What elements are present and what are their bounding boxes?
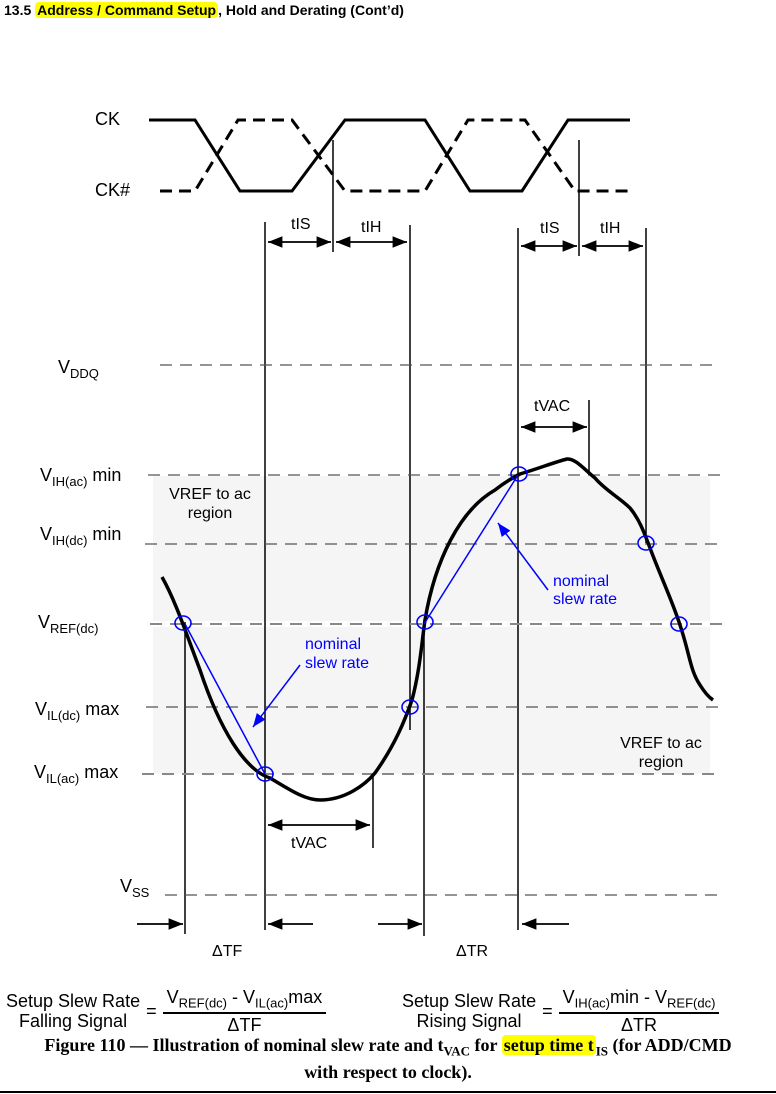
section-title-rest: , Hold and Derating (Cont’d)	[218, 2, 404, 18]
lower-region-label-1: VREF to ac	[620, 735, 702, 752]
ck-waveform	[149, 118, 630, 193]
lower-vref-to-ac-region	[153, 627, 710, 774]
tvac-falling-label: tVAC	[291, 835, 327, 852]
vil-ac-label: VIL(ac) max	[34, 762, 118, 786]
input-signal-waveform	[160, 457, 715, 802]
tvac-rising-label: tVAC	[534, 398, 570, 415]
upper-region-label-1: VREF to ac	[169, 486, 251, 503]
tis-label-1: tIS	[291, 216, 311, 233]
vss-label: VSS	[120, 876, 150, 900]
section-number: 13.5	[4, 2, 32, 18]
crossing-point-markers	[174, 466, 688, 782]
vddq-label: VDDQ	[58, 357, 99, 381]
section-title: 13.5 Address / Command Setup, Hold and D…	[4, 2, 404, 18]
lower-region-label-2: region	[639, 754, 683, 771]
nominal-falling-label-2: slew rate	[305, 655, 369, 672]
section-title-highlight: Address / Command Setup	[35, 2, 219, 18]
delta-tf-label: ΔTF	[212, 943, 242, 960]
rising-slew-formula: Setup Slew Rate Rising Signal = VIH(ac)m…	[402, 987, 720, 1036]
vih-ac-label: VIH(ac) min	[40, 465, 121, 489]
ck-bar-label: CK#	[95, 180, 130, 200]
setup-hold-arrows	[268, 236, 643, 831]
vih-dc-label: VIH(dc) min	[40, 524, 121, 548]
nominal-rising-label-1: nominal	[553, 573, 609, 590]
nominal-slew-lines	[184, 474, 549, 775]
tih-label-2: tIH	[600, 220, 620, 237]
ck-label: CK	[95, 109, 120, 129]
caption-highlight: setup time t	[501, 1035, 596, 1055]
falling-formula-label: Setup Slew Rate Falling Signal	[6, 991, 141, 1032]
voltage-labels: VDDQ VIH(ac) min VIH(dc) min VREF(dc) VI…	[34, 357, 150, 900]
falling-slew-formula: Setup Slew Rate Falling Signal = VREF(dc…	[6, 987, 327, 1036]
falling-formula-fraction: VREF(dc) - VIL(ac)max ΔTF	[162, 987, 327, 1036]
bottom-rule	[0, 1091, 776, 1093]
figure-caption: Figure 110 — Illustration of nominal sle…	[44, 1035, 732, 1082]
tih-label-1: tIH	[361, 219, 381, 236]
rising-formula-fraction: VIH(ac)min - VREF(dc) ΔTR	[558, 987, 720, 1036]
rising-formula-label: Setup Slew Rate Rising Signal	[402, 991, 537, 1032]
ck-bar-waveform	[160, 118, 630, 193]
nominal-rising-label-2: slew rate	[553, 591, 617, 608]
timing-verticals	[184, 140, 647, 936]
tis-label-2: tIS	[540, 220, 560, 237]
upper-region-label-2: region	[188, 505, 232, 522]
vref-dc-label: VREF(dc)	[38, 612, 98, 636]
timing-diagram: CK CK# tIS tIH tIS tIH tVAC tVAC	[34, 109, 725, 960]
upper-vref-to-ac-region	[153, 476, 710, 621]
delta-tr-label: ΔTR	[456, 943, 488, 960]
voltage-level-lines	[142, 364, 725, 896]
nominal-falling-label-1: nominal	[305, 636, 361, 653]
vil-dc-label: VIL(dc) max	[35, 699, 119, 723]
